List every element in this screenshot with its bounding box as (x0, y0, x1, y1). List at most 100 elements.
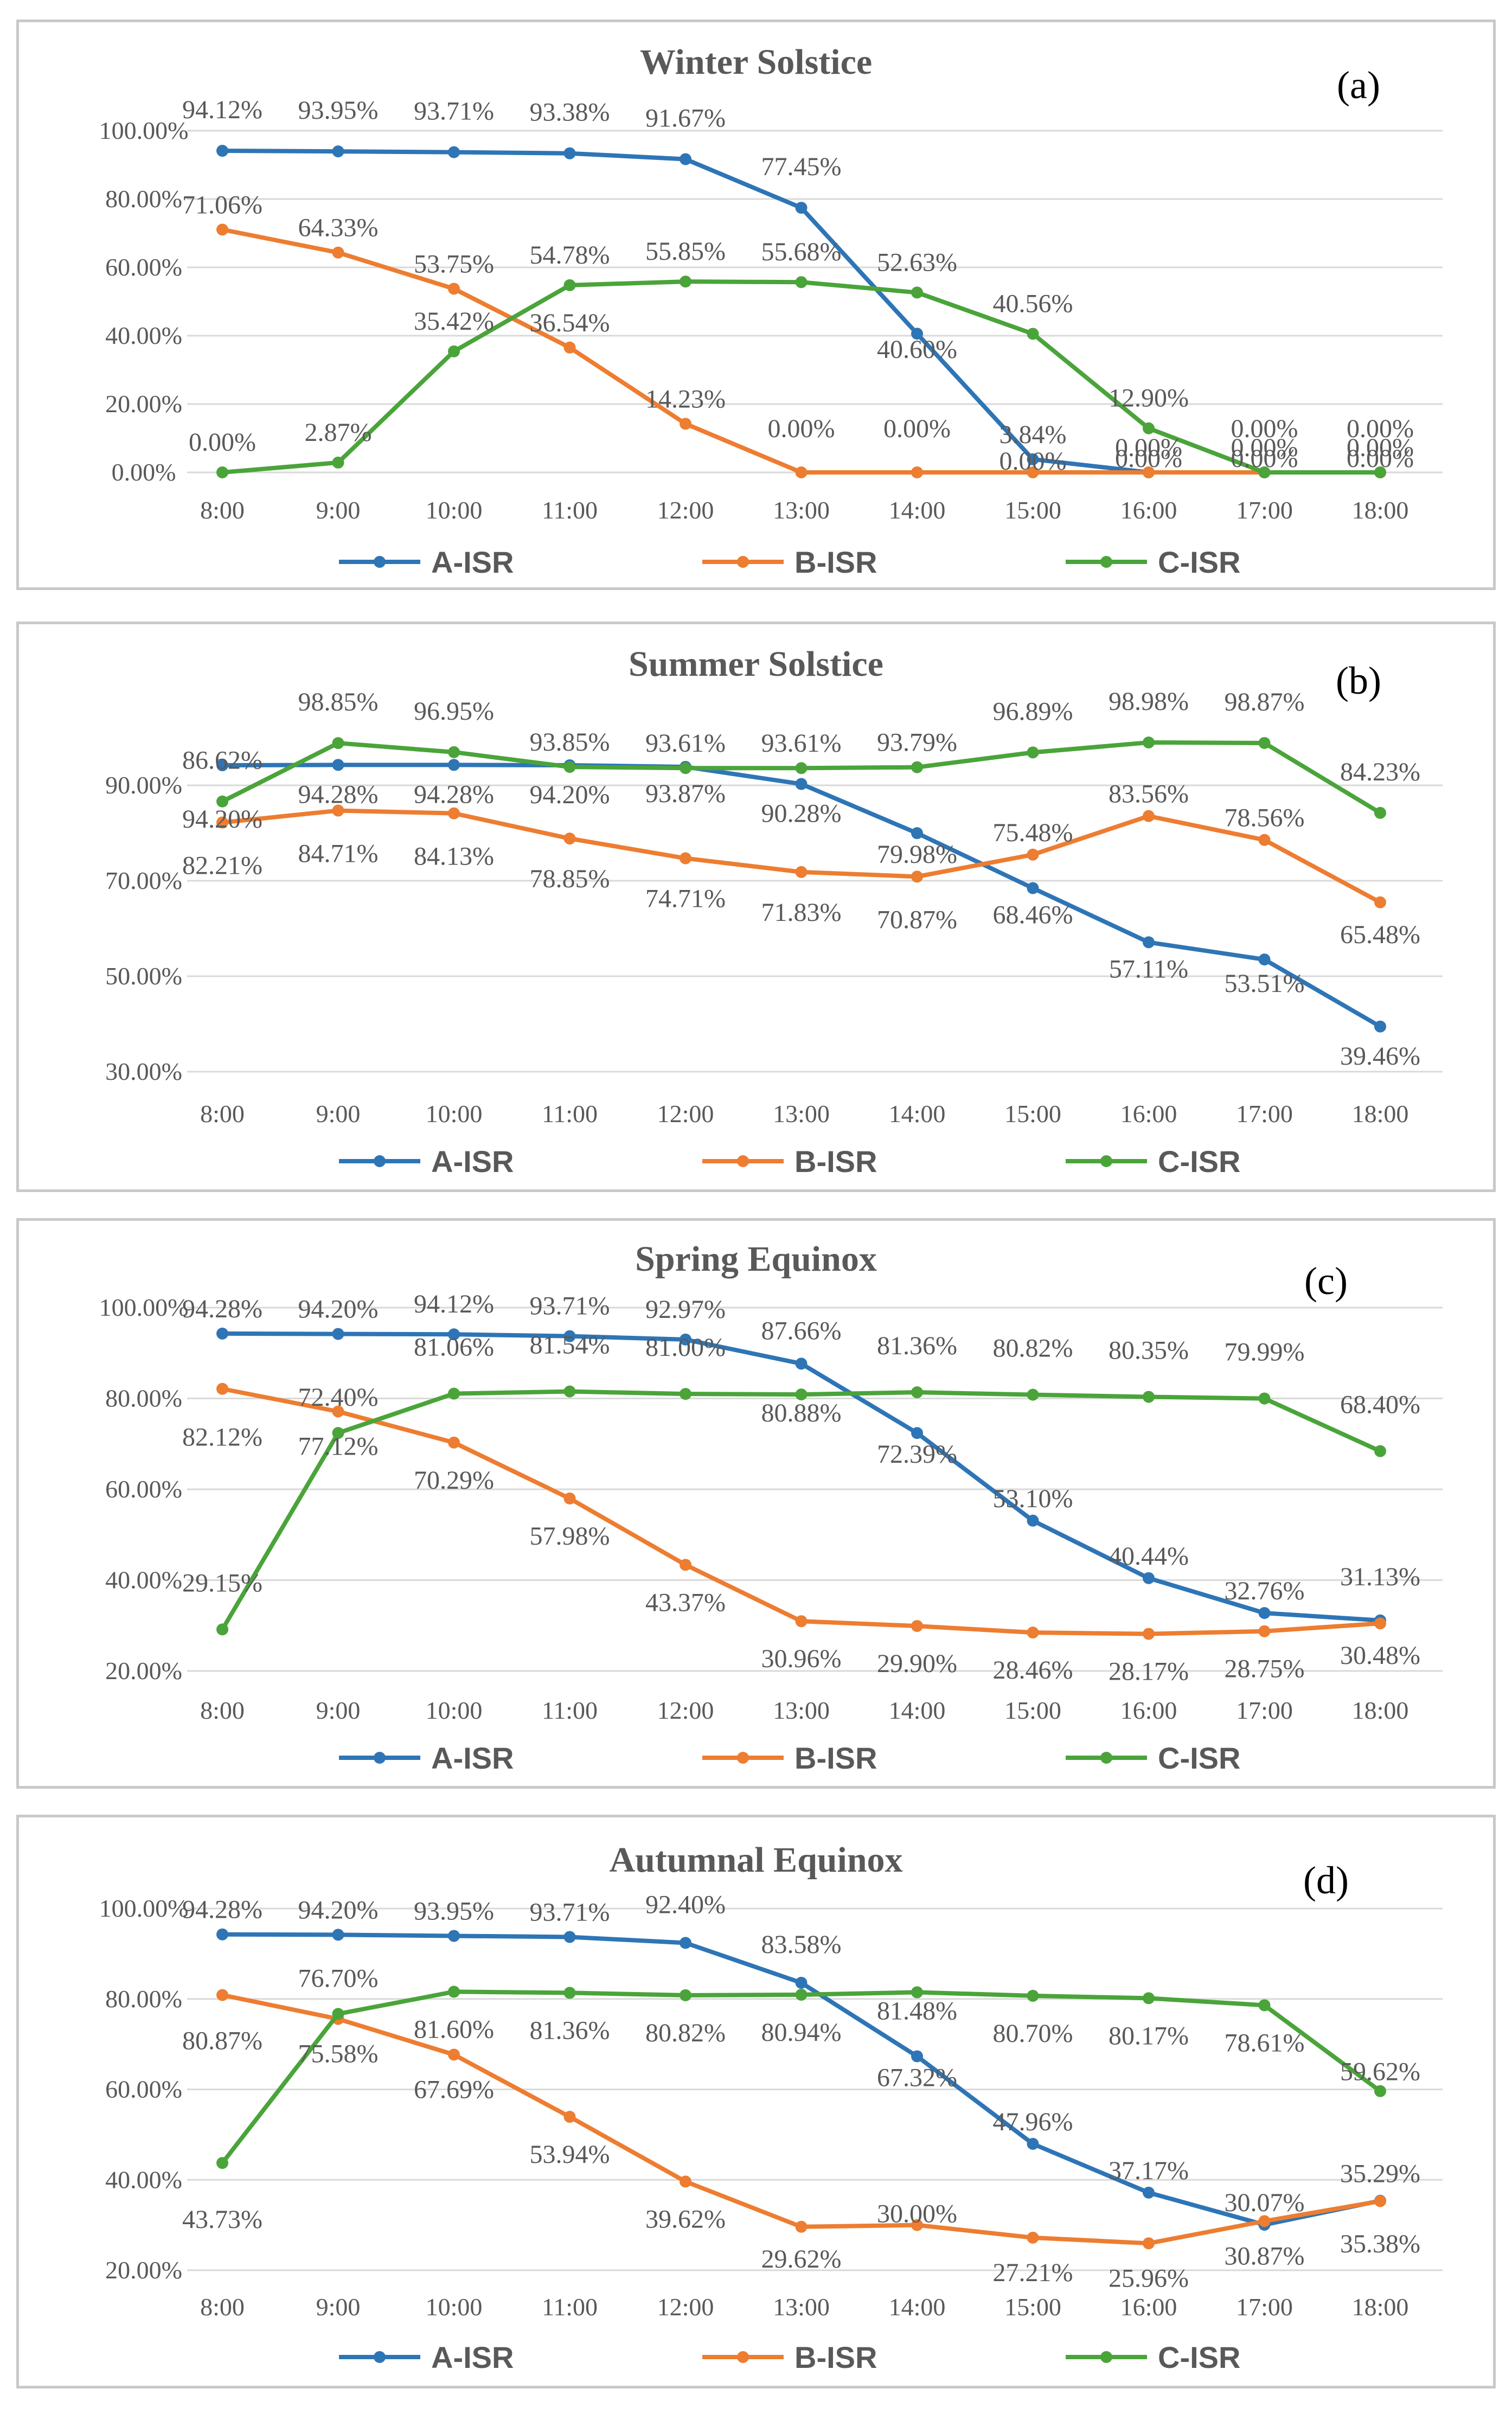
data-label-a-isr: 77.45% (761, 152, 842, 181)
data-point-a-isr (911, 2050, 923, 2063)
data-label-a-isr: 57.11% (1109, 955, 1188, 983)
y-tick-label: 100.00% (99, 117, 189, 144)
data-label-b-isr: 82.12% (182, 1423, 262, 1452)
legend-label-a-isr: A-ISR (431, 2340, 514, 2374)
x-tick-label: 8:00 (200, 496, 245, 524)
data-label-b-isr: 25.96% (1109, 2264, 1189, 2293)
data-point-c-isr (1027, 328, 1039, 340)
data-label-c-isr: 80.82% (645, 2019, 726, 2047)
data-label-b-isr: 75.48% (993, 818, 1073, 847)
data-point-b-isr (448, 1436, 460, 1449)
data-label-b-isr: 30.00% (877, 2200, 957, 2229)
data-point-b-isr (1027, 2231, 1039, 2244)
data-label-b-isr: 28.17% (1109, 1657, 1189, 1686)
data-label-b-isr: 70.87% (877, 905, 957, 934)
data-label-c-isr: 84.23% (1340, 758, 1420, 786)
data-point-b-isr (911, 870, 923, 883)
x-tick-label: 8:00 (200, 1100, 245, 1128)
data-label-a-isr: 0.00% (1231, 433, 1298, 462)
data-label-b-isr: 0.00% (1115, 444, 1182, 473)
data-point-a-isr (448, 146, 460, 158)
legend-marker-c-isr (1100, 556, 1112, 568)
y-tick-label: 60.00% (105, 253, 182, 281)
data-point-b-isr (911, 466, 923, 478)
data-label-c-isr: 81.48% (877, 1996, 957, 2025)
data-label-c-isr: 93.85% (530, 728, 610, 757)
legend-label-b-isr: B-ISR (795, 1741, 877, 1775)
data-point-c-isr (448, 1387, 460, 1400)
data-point-c-isr (1143, 1992, 1155, 2005)
data-label-c-isr: 29.15% (182, 1568, 262, 1597)
data-label-b-isr: 74.71% (645, 885, 726, 913)
data-label-b-isr: 65.48% (1340, 920, 1420, 949)
data-label-b-isr: 0.00% (768, 414, 835, 443)
data-label-a-isr: 68.46% (993, 901, 1073, 930)
x-tick-label: 16:00 (1120, 1100, 1177, 1128)
data-label-a-isr: 37.17% (1109, 2156, 1189, 2185)
y-tick-label: 100.00% (99, 1894, 189, 1922)
chart-title: Summer Solstice (629, 644, 883, 684)
data-point-b-isr (911, 1620, 923, 1632)
y-tick-label: 40.00% (105, 1566, 182, 1594)
data-label-c-isr: 43.73% (182, 2205, 262, 2234)
data-label-b-isr: 83.56% (1109, 780, 1189, 809)
data-point-c-isr (332, 456, 344, 469)
data-label-c-isr: 40.56% (993, 289, 1073, 318)
data-label-a-isr: 72.39% (877, 1440, 957, 1469)
legend-label-b-isr: B-ISR (795, 2340, 877, 2374)
data-point-c-isr (795, 1988, 808, 2001)
data-point-b-isr (448, 2048, 460, 2061)
data-label-b-isr: 84.71% (298, 840, 379, 868)
data-label-b-isr: 29.90% (877, 1649, 957, 1678)
data-point-a-isr (1143, 1572, 1155, 1584)
x-tick-label: 16:00 (1120, 496, 1177, 524)
data-label-c-isr: 52.63% (877, 248, 957, 277)
series-line-c-isr (220, 1989, 1382, 2166)
data-label-c-isr: 98.85% (298, 688, 379, 716)
data-point-c-isr (448, 1986, 460, 1998)
legend-label-c-isr: C-ISR (1158, 2340, 1240, 2374)
data-label-c-isr: 55.68% (761, 238, 842, 266)
data-point-b-isr (448, 807, 460, 819)
data-point-c-isr (1027, 1989, 1039, 2002)
data-point-c-isr (1258, 1999, 1271, 2012)
data-point-c-isr (332, 1427, 344, 1439)
data-label-a-isr: 94.12% (414, 1290, 494, 1318)
data-label-a-isr: 93.71% (414, 97, 494, 126)
x-tick-label: 15:00 (1004, 496, 1061, 524)
data-label-c-isr: 80.17% (1109, 2021, 1189, 2050)
data-label-c-isr: 81.36% (530, 2016, 610, 2045)
data-label-c-isr: 81.36% (877, 1331, 957, 1360)
data-label-a-isr: 40.44% (1109, 1542, 1189, 1571)
data-label-b-isr: 0.00% (1000, 447, 1067, 476)
data-point-a-isr (795, 778, 808, 790)
data-point-a-isr (1143, 2186, 1155, 2199)
data-label-a-isr: 94.28% (298, 780, 379, 809)
data-point-b-isr (1143, 2237, 1155, 2250)
data-point-b-isr (1374, 896, 1386, 908)
panel-label: (a) (1337, 63, 1380, 107)
y-tick-label: 40.00% (105, 322, 182, 349)
data-label-a-isr: 94.12% (182, 95, 262, 124)
data-point-a-isr (680, 1937, 691, 1949)
data-point-c-isr (911, 761, 923, 773)
data-label-c-isr: 98.87% (1225, 688, 1305, 716)
data-point-c-isr (563, 1385, 576, 1398)
x-tick-label: 10:00 (426, 1100, 483, 1128)
data-point-a-isr (1143, 936, 1155, 949)
data-point-b-isr (563, 341, 576, 354)
data-label-b-isr: 39.62% (645, 2205, 726, 2233)
data-label-b-isr: 71.06% (182, 190, 262, 219)
data-point-c-isr (680, 1388, 691, 1400)
legend-marker-a-isr (374, 1155, 386, 1167)
data-label-c-isr: 80.88% (761, 1399, 842, 1427)
data-point-c-isr (216, 2157, 228, 2169)
data-label-b-isr: 82.21% (182, 851, 262, 880)
legend-label-c-isr: C-ISR (1158, 1741, 1240, 1775)
data-point-a-isr (448, 759, 460, 771)
x-tick-label: 14:00 (889, 1100, 946, 1128)
x-tick-label: 8:00 (200, 2293, 245, 2321)
data-point-c-isr (332, 2008, 344, 2020)
data-label-b-isr: 30.96% (761, 1644, 842, 1673)
x-tick-label: 18:00 (1352, 2293, 1409, 2321)
